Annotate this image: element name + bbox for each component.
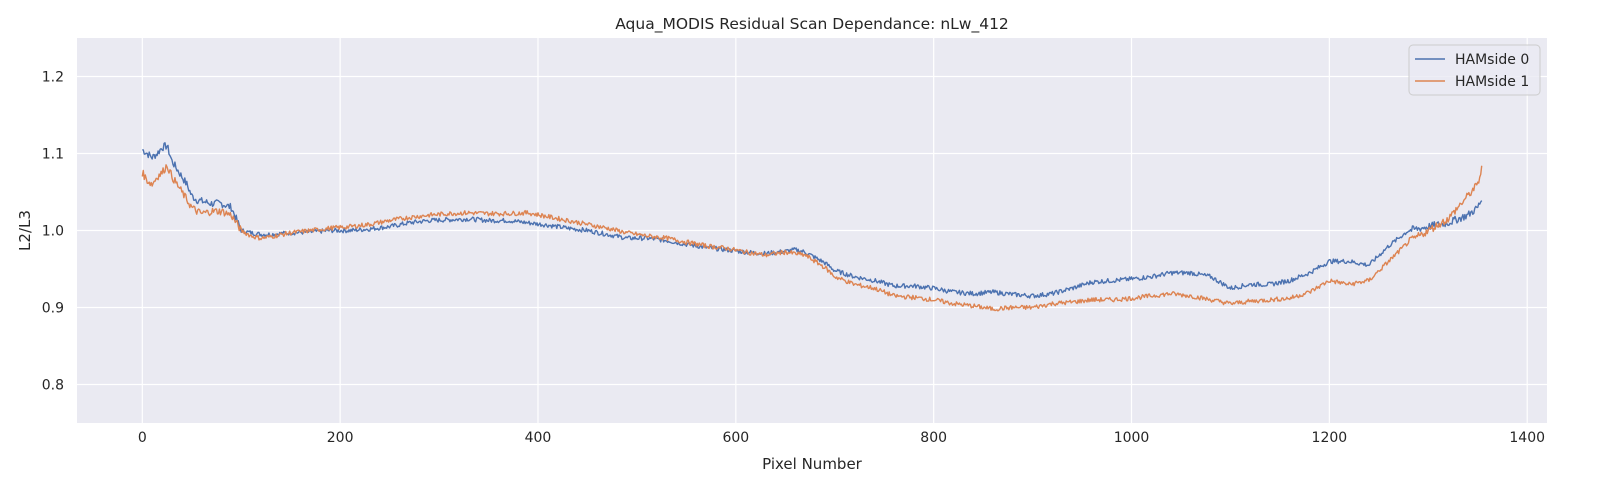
y-tick-label: 1.0 (42, 224, 64, 240)
x-tick-label: 1400 (1509, 430, 1545, 446)
legend-box (1408, 44, 1541, 96)
x-tick-label: 1200 (1312, 430, 1348, 446)
y-tick-label: 1.2 (42, 70, 64, 86)
x-axis-label: Pixel Number (762, 455, 863, 473)
legend: HAMside 0 HAMside 1 (1408, 44, 1541, 96)
y-tick-label: 1.1 (42, 147, 64, 163)
series-line-1 (141, 164, 1483, 312)
x-axis-ticks: 0 200 400 600 800 1000 1200 1400 (138, 430, 1545, 446)
y-tick-label: 0.8 (42, 378, 64, 394)
x-tick-label: 1000 (1114, 430, 1150, 446)
x-tick-label: 200 (327, 430, 354, 446)
x-tick-label: 400 (525, 430, 552, 446)
x-tick-label: 800 (920, 430, 947, 446)
legend-label-0: HAMside 0 (1455, 52, 1529, 68)
y-axis-label: L2/L3 (16, 210, 34, 251)
grid (77, 38, 1547, 423)
chart-title: Aqua_MODIS Residual Scan Dependance: nLw… (615, 15, 1009, 34)
x-tick-label: 600 (722, 430, 749, 446)
series-line-0 (142, 142, 1483, 299)
series-layer (141, 142, 1483, 312)
x-tick-label: 0 (138, 430, 147, 446)
y-axis-ticks: 0.8 0.9 1.0 1.1 1.2 (42, 70, 64, 394)
y-tick-label: 0.9 (42, 301, 64, 317)
legend-label-1: HAMside 1 (1455, 74, 1529, 90)
